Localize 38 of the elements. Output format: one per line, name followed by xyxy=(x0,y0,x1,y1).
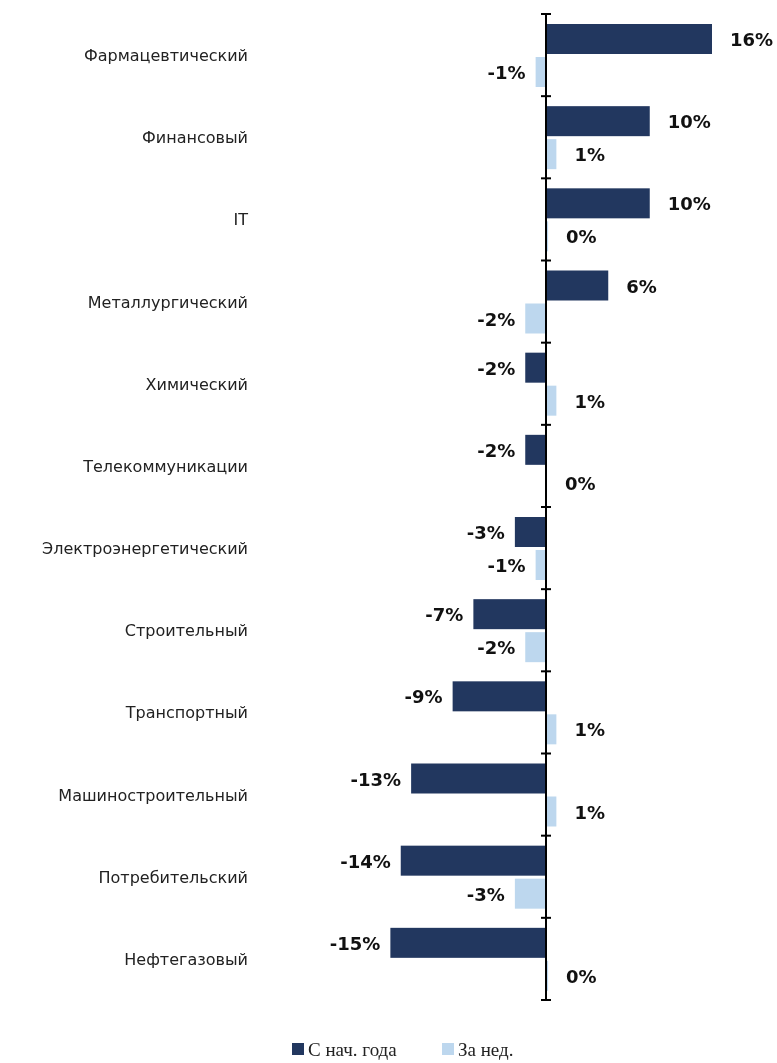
data-label: -7% xyxy=(425,604,464,626)
y-tick-label: Строительный xyxy=(124,621,248,641)
data-label: -3% xyxy=(466,522,505,543)
y-tick-label: Транспортный xyxy=(124,703,248,723)
data-label: -2% xyxy=(477,439,516,461)
data-label: 0% xyxy=(565,472,596,494)
data-label: -13% xyxy=(350,768,402,790)
data-label: -15% xyxy=(329,932,381,954)
data-label: -9% xyxy=(404,686,443,708)
data-label: -1% xyxy=(487,62,526,83)
y-tick-label: Фармацевтический xyxy=(83,46,248,66)
data-label: 1% xyxy=(574,144,605,166)
y-tick-label: Электроэнергетический xyxy=(42,539,248,559)
data-label: 6% xyxy=(626,275,657,297)
data-label: 1% xyxy=(574,390,605,412)
data-label: 1% xyxy=(574,719,605,741)
data-label: -3% xyxy=(466,883,505,905)
data-label: 0% xyxy=(566,965,597,987)
data-label: 16% xyxy=(730,29,774,50)
legend-label: С нач. года xyxy=(308,1039,398,1060)
data-label: -2% xyxy=(477,308,516,330)
data-label: -2% xyxy=(477,357,516,379)
data-label: -14% xyxy=(340,850,391,872)
data-label: -2% xyxy=(477,637,516,659)
data-label: 10% xyxy=(667,193,711,215)
y-tick-label: Нефтегазовый xyxy=(124,949,248,969)
y-tick-label: Финансовый xyxy=(142,128,248,148)
data-label: 10% xyxy=(667,111,711,133)
y-tick-label: IT xyxy=(233,210,249,230)
y-tick-label: Машиностроительный xyxy=(58,785,248,805)
data-label: 0% xyxy=(566,226,597,248)
data-label: 1% xyxy=(574,801,605,823)
data-label: -1% xyxy=(487,555,526,576)
legend-label: За нед. xyxy=(458,1039,514,1060)
y-tick-label: Химический xyxy=(145,374,248,394)
y-tick-label: Телекоммуникации xyxy=(82,456,248,476)
y-tick-label: Потребительский xyxy=(98,867,248,887)
y-tick-label: Металлургический xyxy=(87,292,248,312)
